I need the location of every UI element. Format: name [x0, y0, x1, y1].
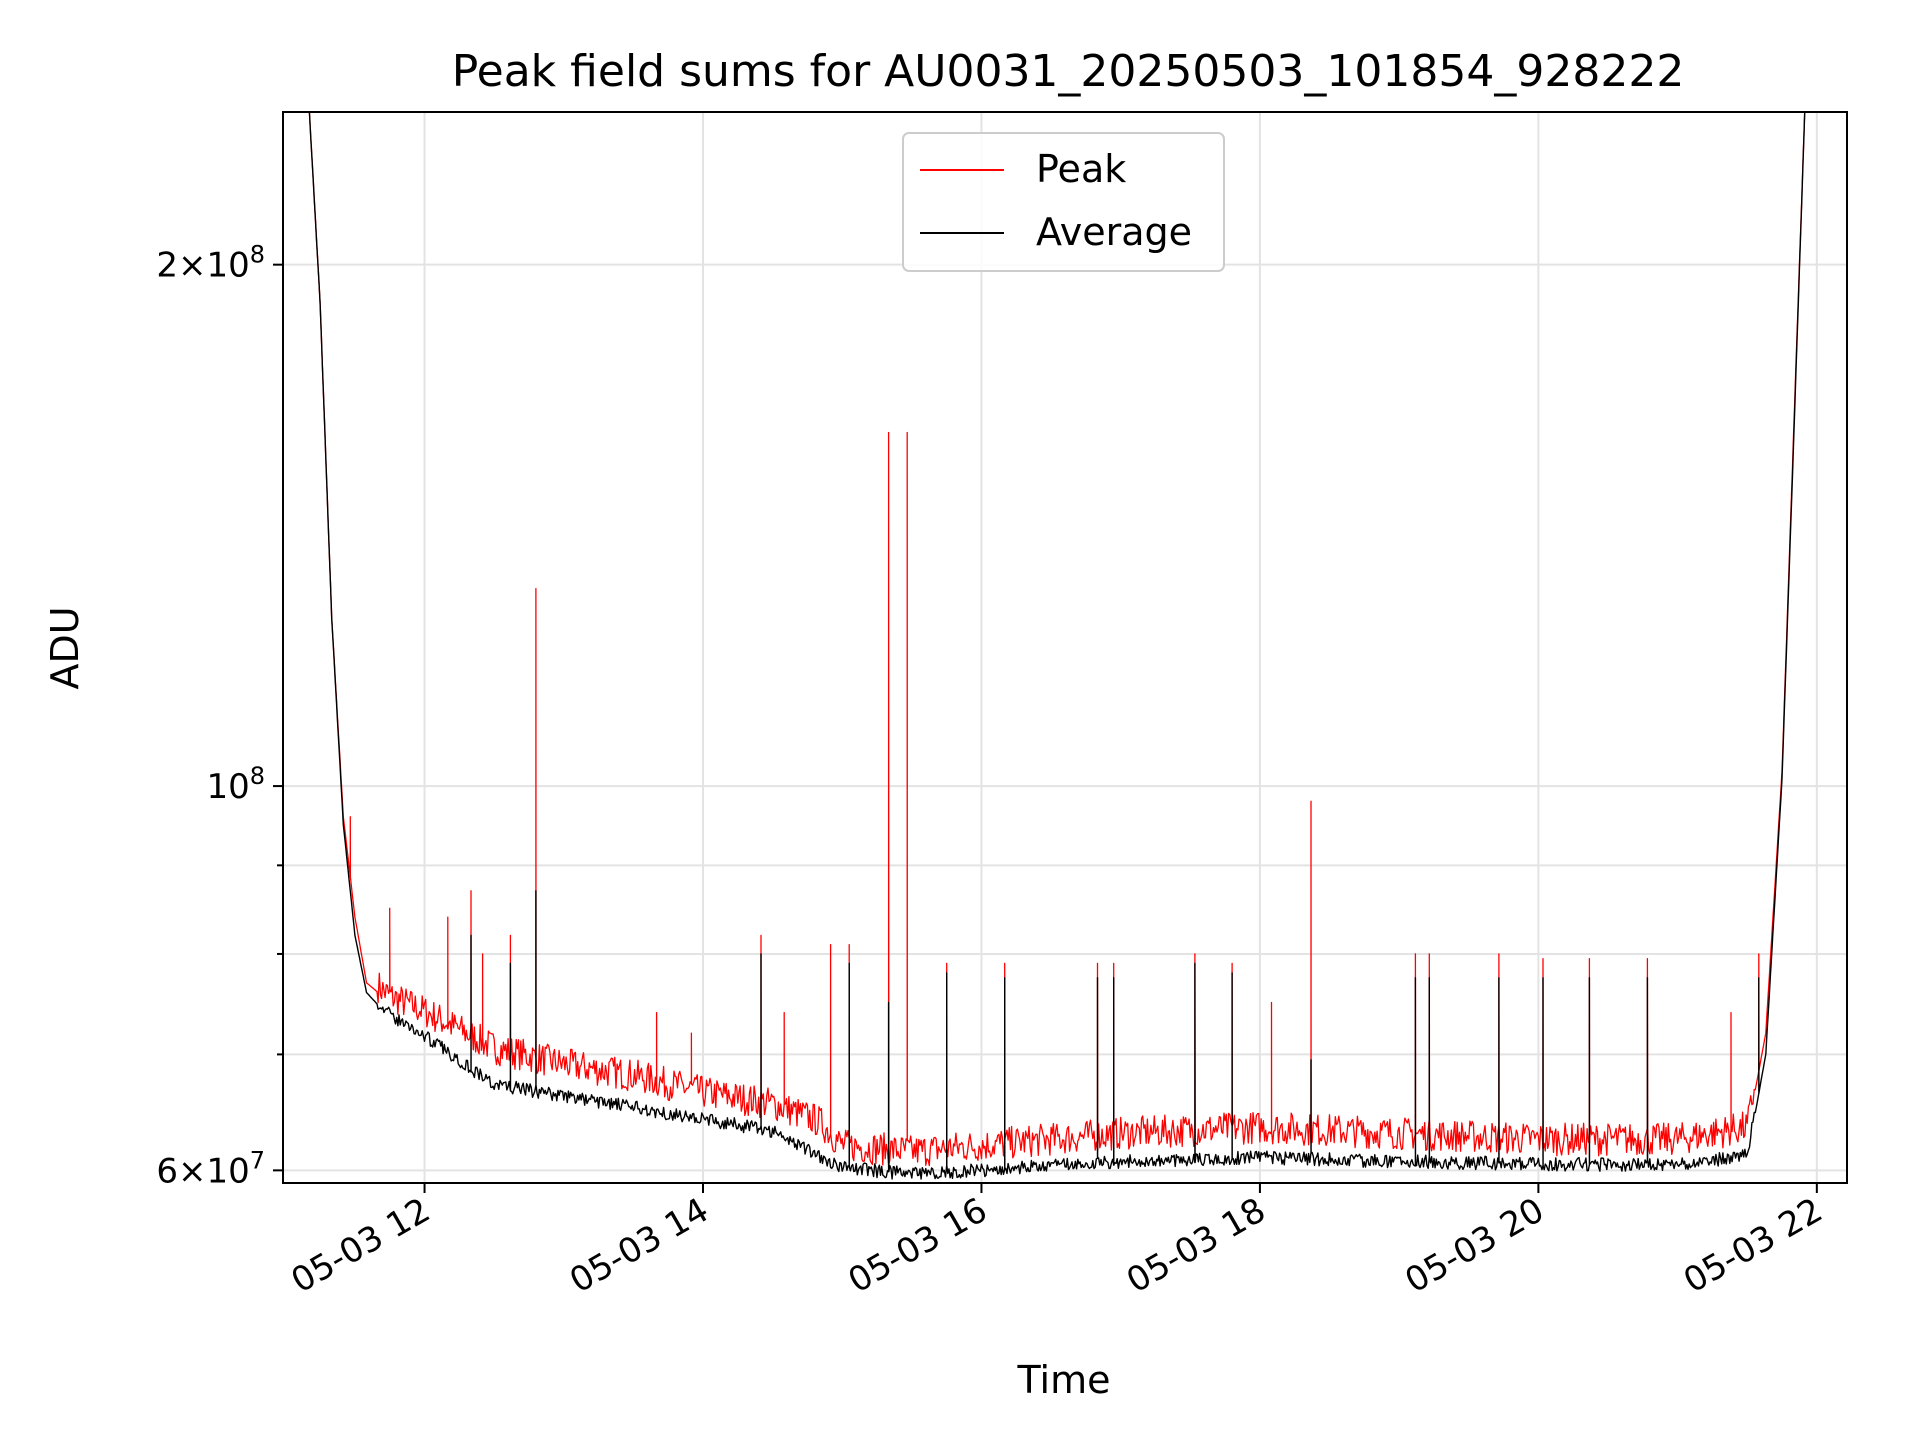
grid — [283, 112, 1847, 1183]
series-line-peak — [308, 112, 1806, 1167]
legend-label-peak: Peak — [1036, 147, 1126, 191]
legend: Peak Average — [902, 132, 1225, 272]
y-tick-label: 108 — [206, 762, 265, 807]
series-line-average — [308, 112, 1806, 1180]
y-axis-title: ADU — [43, 606, 87, 689]
plot-frame — [282, 111, 1848, 1184]
y-tick-label: 6×107 — [156, 1146, 265, 1191]
legend-label-average: Average — [1036, 210, 1192, 254]
y-tick-label: 2×108 — [156, 241, 265, 286]
legend-box — [902, 132, 1225, 272]
series-layer — [308, 112, 1806, 1180]
y-axis: 6×107 108 2×108 — [156, 241, 283, 1191]
x-axis-title: Time — [1017, 1358, 1111, 1402]
chart-title: Peak field sums for AU0031_20250503_1018… — [452, 46, 1685, 97]
